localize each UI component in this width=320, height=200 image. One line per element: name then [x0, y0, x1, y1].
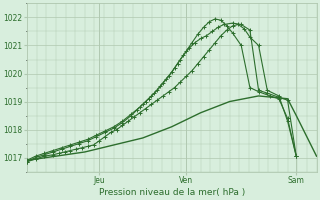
X-axis label: Pression niveau de la mer( hPa ): Pression niveau de la mer( hPa ): [99, 188, 245, 197]
